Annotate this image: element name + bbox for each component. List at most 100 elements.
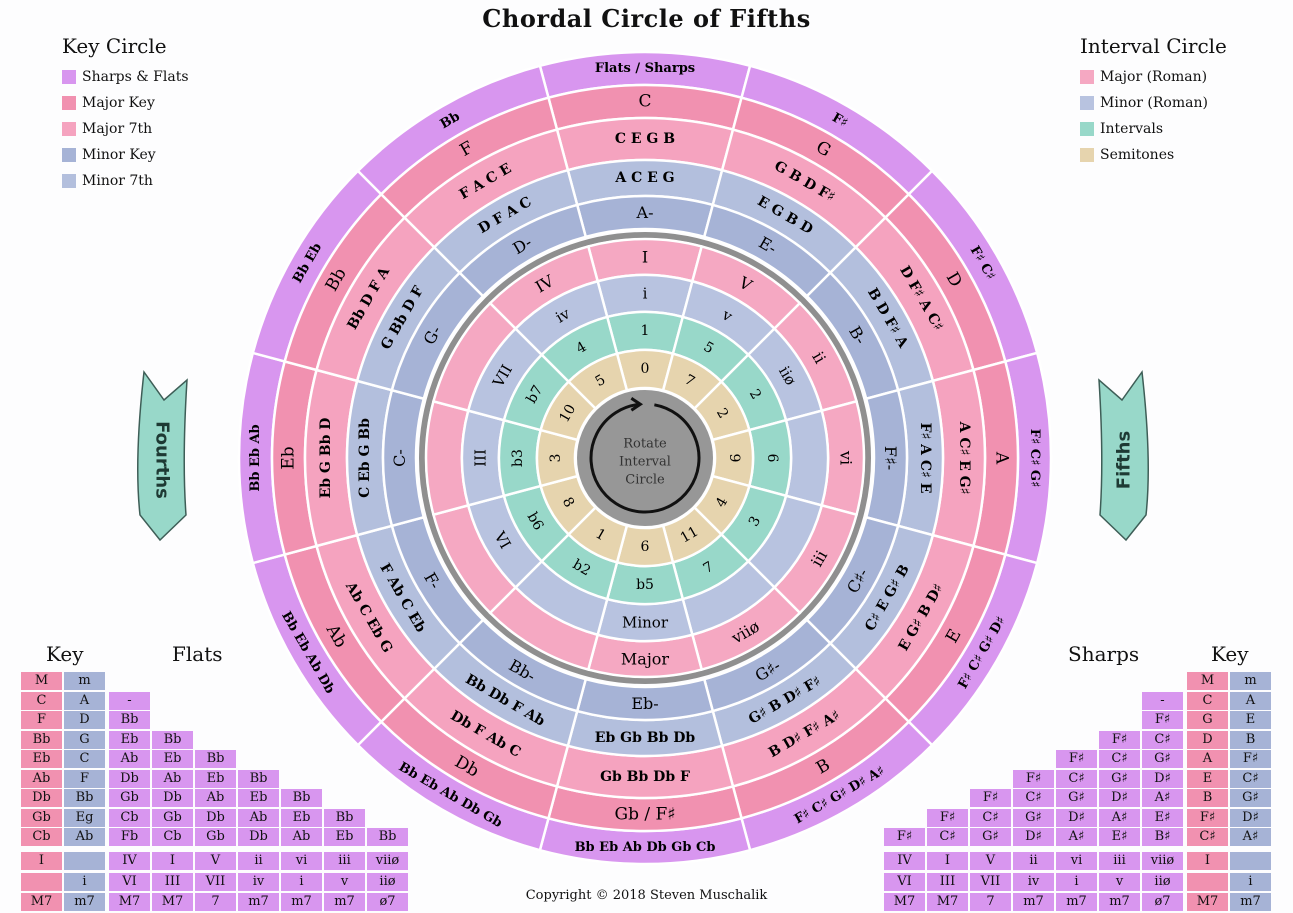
sharp-cell: C♯ xyxy=(927,828,968,846)
major-key-cell: A xyxy=(1187,750,1228,768)
arrow-label: Fourths xyxy=(152,421,173,499)
minor-key-cell: Ab xyxy=(64,828,105,846)
minor-key-cell: G xyxy=(64,730,105,749)
major-key-segment-label: A xyxy=(992,451,1012,465)
sharp-cell: E♯ xyxy=(1099,828,1140,846)
rotate-interval-circle-button[interactable] xyxy=(577,390,713,526)
minor-key-cell: Eg xyxy=(64,808,105,827)
copyright: Copyright © 2018 Steven Muschalik xyxy=(525,888,768,903)
sharp-cell: D♯ xyxy=(1142,769,1183,788)
minor-key-cell: A♯ xyxy=(1230,828,1271,846)
key-legend-item: Minor 7th xyxy=(62,168,189,194)
key-legend-item: Sharps & Flats xyxy=(62,64,189,90)
major-key-cell: Eb xyxy=(21,750,62,768)
major-key-cell: Cb xyxy=(21,828,62,846)
color-swatch-icon xyxy=(62,70,76,84)
interval-legend-item: Minor (Roman) xyxy=(1080,90,1227,116)
sharp-cell: C♯ xyxy=(1142,730,1183,749)
major-key-cell: F♯ xyxy=(1187,808,1228,827)
major-key-cell: D xyxy=(1187,730,1228,749)
sharp-cell: - xyxy=(1142,691,1183,710)
flat-cell: Fb xyxy=(109,828,150,846)
flat-cell: Gb xyxy=(152,808,193,827)
sharp-cell: E♯ xyxy=(1142,808,1183,827)
interval-segment-label: b7 xyxy=(524,383,547,406)
minor-seventh-segment-label: F♯ A C♯ E xyxy=(917,423,933,494)
minor-key-cell: F xyxy=(64,769,105,788)
roman-cell: M7 xyxy=(1187,893,1228,911)
roman-cell: iv xyxy=(238,872,279,891)
major-seventh-segment-label: C E G B xyxy=(615,131,675,147)
flat-cell: Db xyxy=(195,808,236,827)
sharp-cell: F♯ xyxy=(970,789,1011,807)
roman-cell: ii xyxy=(1013,852,1054,870)
center-label: Interval xyxy=(619,455,671,470)
color-swatch-icon xyxy=(1080,96,1094,110)
minor-seventh-segment-label: C Eb G Bb xyxy=(357,418,373,498)
roman-cell: iiø xyxy=(367,872,408,891)
flat-cell: Gb xyxy=(195,828,236,846)
accidentals-segment-label: Bb Eb Ab xyxy=(248,424,263,491)
flat-cell: Cb xyxy=(152,828,193,846)
sharp-cell: D♯ xyxy=(1013,828,1054,846)
sharp-cell: D♯ xyxy=(1056,808,1097,827)
sharp-cell: G♯ xyxy=(1142,750,1183,768)
roman-cell: m7 xyxy=(281,893,322,911)
roman-cell: iv xyxy=(1013,872,1054,891)
chevron-arrow-icon xyxy=(1098,369,1149,542)
minor-key-cell: C♯ xyxy=(1230,769,1271,788)
sharp-cell: A♯ xyxy=(1099,808,1140,827)
legend-label: Minor 7th xyxy=(82,173,153,189)
sharp-cell: A♯ xyxy=(1142,789,1183,807)
sharp-cell: C♯ xyxy=(970,808,1011,827)
fifths-arrow[interactable]: Fifths xyxy=(1098,369,1149,542)
sharps-key-heading: Key xyxy=(1211,642,1249,666)
legend-label: Major (Roman) xyxy=(1100,69,1208,85)
major-seventh-segment-label: A C♯ E G♯ xyxy=(956,421,972,495)
roman-cell: m7 xyxy=(1230,893,1271,911)
major-seventh-segment-label: Eb G Bb D xyxy=(318,418,334,499)
minor-key-cell: A xyxy=(64,691,105,710)
major-roman-segment-label: vi xyxy=(837,450,856,465)
flat-cell: Ab xyxy=(195,789,236,807)
fourths-arrow[interactable]: Fourths xyxy=(137,369,188,542)
major-key-cell: C xyxy=(21,691,62,710)
sharp-cell: F♯ xyxy=(1013,769,1054,788)
roman-cell: m7 xyxy=(1013,893,1054,911)
flat-cell: Bb xyxy=(238,769,279,788)
minor-key-segment-label: F♯- xyxy=(881,446,900,470)
roman-cell: v xyxy=(1099,872,1140,891)
accidentals-segment-label: F♯ C♯ G♯ xyxy=(1027,429,1042,488)
semitone-segment-label: 9 xyxy=(726,454,742,463)
major-seventh-segment-label: Gb Bb Db F xyxy=(600,769,690,785)
roman-cell: 7 xyxy=(195,893,236,911)
roman-cell: VII xyxy=(970,872,1011,891)
minor-roman-segment-label: i xyxy=(643,285,648,303)
color-swatch-icon xyxy=(62,96,76,110)
major-key-cell: C xyxy=(1187,691,1228,710)
roman-cell: iiø xyxy=(1142,872,1183,891)
minor-header-cell: m xyxy=(1230,672,1271,690)
major-key-cell: Gb xyxy=(21,808,62,827)
major-key-cell: C♯ xyxy=(1187,828,1228,846)
sharp-cell: A♯ xyxy=(1056,828,1097,846)
major-key-cell: G xyxy=(1187,711,1228,729)
center-label: Rotate xyxy=(623,437,667,452)
major-key-cell: F xyxy=(21,711,62,729)
arrowhead-icon xyxy=(630,397,644,412)
flat-cell: Db xyxy=(238,828,279,846)
sharp-cell: F♯ xyxy=(1142,711,1183,729)
roman-cell: I xyxy=(927,852,968,870)
minor-seventh-segment-label: A C E G xyxy=(614,170,674,186)
sharp-cell: G♯ xyxy=(1099,769,1140,788)
rotatable-ring-border[interactable] xyxy=(419,232,871,684)
roman-cell: vi xyxy=(1056,852,1097,870)
roman-cell: IV xyxy=(884,852,925,870)
sharp-cell: D♯ xyxy=(1099,789,1140,807)
roman-cell: viiø xyxy=(367,852,408,870)
major-header-cell: M xyxy=(1187,672,1228,690)
flat-cell: Ab xyxy=(109,750,150,768)
major-key-segment-label: Eb xyxy=(279,446,299,469)
roman-cell: viiø xyxy=(1142,852,1183,870)
legend-label: Major 7th xyxy=(82,121,153,137)
